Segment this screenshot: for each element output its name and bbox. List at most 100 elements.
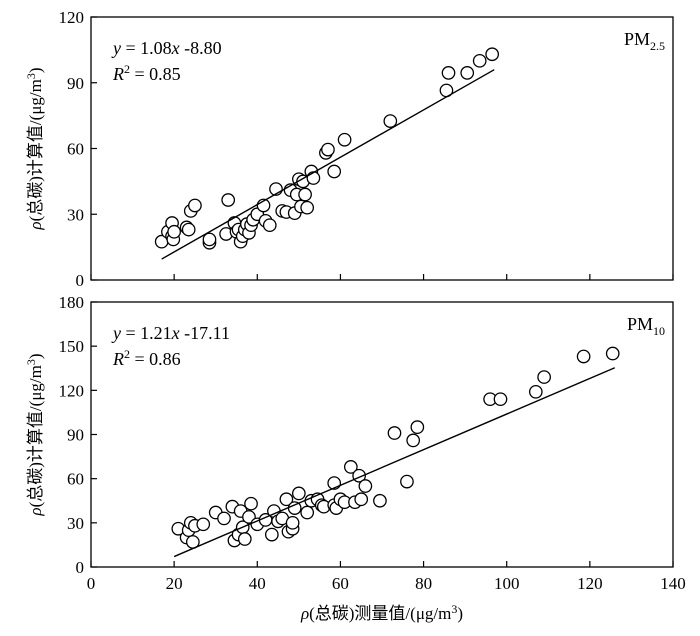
pm10-ytick-label: 30 <box>67 514 84 533</box>
xlabel-main: (总碳)测量值/(μg/m <box>309 604 451 623</box>
pm10-data-point <box>196 517 211 532</box>
pm25-data-point <box>441 66 456 80</box>
pm10-ytick-label: 180 <box>59 293 85 312</box>
pm10-data-point <box>292 486 306 501</box>
pm25-data-point <box>298 187 312 202</box>
pm10-ytick-label: 150 <box>59 337 85 356</box>
pm10-xtick-label: 140 <box>660 574 686 593</box>
pm10-panel: 0 30 60 90 120 150 180 0 20 40 60 80 100 120 140 y = 1.… <box>24 293 686 623</box>
xlabel-superscript: 3 <box>451 602 457 616</box>
r2-value: = 0.85 <box>130 64 181 84</box>
equation-intercept: -17.11 <box>180 323 230 343</box>
ylabel-end: ) <box>26 67 45 73</box>
pm25-data-point <box>262 218 277 233</box>
pm10-data-point <box>244 496 258 511</box>
pm25-data-point <box>167 224 181 239</box>
pm25-data-point <box>383 114 398 128</box>
pm10-data-point <box>576 349 591 364</box>
pm25-equation: y = 1.08x -8.80 <box>111 38 222 58</box>
pm25-data-point <box>472 53 487 68</box>
pm10-xtick-label: 80 <box>415 574 432 593</box>
pm10-fit-line <box>173 367 616 558</box>
pm10-ytick-label: 0 <box>76 558 85 577</box>
pm10-xtick-label: 40 <box>249 574 266 593</box>
pm10-data-point <box>217 511 231 526</box>
series-label-subscript: 2.5 <box>650 39 665 53</box>
pm25-panel: 0 30 60 90 120 y = 1.08x -8.80 R2 = 0.85 PM2.5 ρ… <box>24 8 674 290</box>
series-label-main: PM <box>624 29 650 49</box>
equation-coef: = 1.08 <box>121 38 172 58</box>
pm10-data-point <box>264 527 279 542</box>
pm10-ytick-label: 120 <box>59 381 85 400</box>
r2-symbol: R <box>112 349 124 369</box>
pm25-ytick-label: 30 <box>67 205 84 224</box>
pm10-data-point <box>387 426 402 440</box>
pm25-fit-line <box>161 69 495 260</box>
pm10-data-point <box>406 433 421 448</box>
pm10-y-axis-label: ρ(总碳)计算值/(μg/m3) <box>24 353 45 516</box>
pm25-data-point <box>188 198 202 213</box>
pm10-data-point <box>400 474 414 489</box>
pm10-xtick-label: 60 <box>332 574 349 593</box>
pm10-data-point <box>237 532 252 546</box>
pm10-data-point <box>279 492 294 507</box>
r2-exponent: 2 <box>124 62 130 76</box>
pm10-ytick-label: 90 <box>67 426 84 445</box>
pm10-series-label: PM10 <box>627 314 665 338</box>
xlabel-end: ) <box>457 604 463 623</box>
pm25-ytick-label: 0 <box>76 271 85 290</box>
pm10-equation: y = 1.21x -17.11 <box>111 323 230 343</box>
pm10-data-point <box>410 420 425 434</box>
ylabel-main: (总碳)计算值/(μg/m <box>26 79 45 221</box>
equation-x: x <box>171 38 180 58</box>
pm10-data-point <box>373 493 387 508</box>
pm10-data-point <box>300 505 315 520</box>
pm25-series-label: PM2.5 <box>624 29 665 53</box>
pm25-ytick-label: 60 <box>67 140 84 159</box>
pm10-ytick-label: 60 <box>67 470 84 489</box>
ylabel-rho: ρ <box>26 507 45 516</box>
xlabel-rho: ρ <box>300 604 309 623</box>
x-axis-label: ρ(总碳)测量值/(μg/m3) <box>300 602 463 623</box>
r2-symbol: R <box>112 64 124 84</box>
ylabel-superscript: 3 <box>24 359 38 365</box>
series-label-main: PM <box>627 314 653 334</box>
pm25-ytick-label: 90 <box>67 74 84 93</box>
pm25-data-point <box>300 200 315 215</box>
pm10-xtick-label: 120 <box>577 574 603 593</box>
equation-x: x <box>171 323 180 343</box>
series-label-subscript: 10 <box>653 324 665 338</box>
pm10-data-point <box>493 392 508 407</box>
equation-intercept: -8.80 <box>180 38 222 58</box>
equation-y: y <box>111 323 121 343</box>
pm10-data-point <box>358 479 373 493</box>
pm10-data-point <box>605 346 620 361</box>
pm25-data-point <box>221 193 236 207</box>
equation-coef: = 1.21 <box>121 323 172 343</box>
pm25-data-point <box>485 47 500 62</box>
ylabel-main: (总碳)计算值/(μg/m <box>26 365 45 507</box>
pm25-data-point <box>327 164 342 179</box>
pm10-data-point <box>354 492 369 507</box>
equation-y: y <box>111 38 121 58</box>
pm25-r-squared: R2 = 0.85 <box>112 62 181 84</box>
pm25-data-point <box>337 132 352 147</box>
pm10-data-point <box>285 515 300 530</box>
pm10-xtick-label: 0 <box>87 574 96 593</box>
r2-exponent: 2 <box>124 347 130 361</box>
pm10-data-point <box>537 370 551 384</box>
ylabel-end: ) <box>26 353 45 359</box>
ylabel-superscript: 3 <box>24 73 38 79</box>
pm25-ytick-label: 120 <box>59 8 85 27</box>
pm25-data-point <box>202 232 217 247</box>
pm25-data-point <box>321 142 335 157</box>
pm25-data-point <box>306 171 321 185</box>
pm10-data-point <box>528 384 543 399</box>
pm10-xtick-label: 100 <box>494 574 520 593</box>
pm25-y-axis-label: ρ(总碳)计算值/(μg/m3) <box>24 67 45 230</box>
pm10-data-point <box>343 460 358 474</box>
pm25-data-point <box>460 66 475 80</box>
pm10-xtick-label: 20 <box>166 574 183 593</box>
pm10-r-squared: R2 = 0.86 <box>112 347 181 369</box>
